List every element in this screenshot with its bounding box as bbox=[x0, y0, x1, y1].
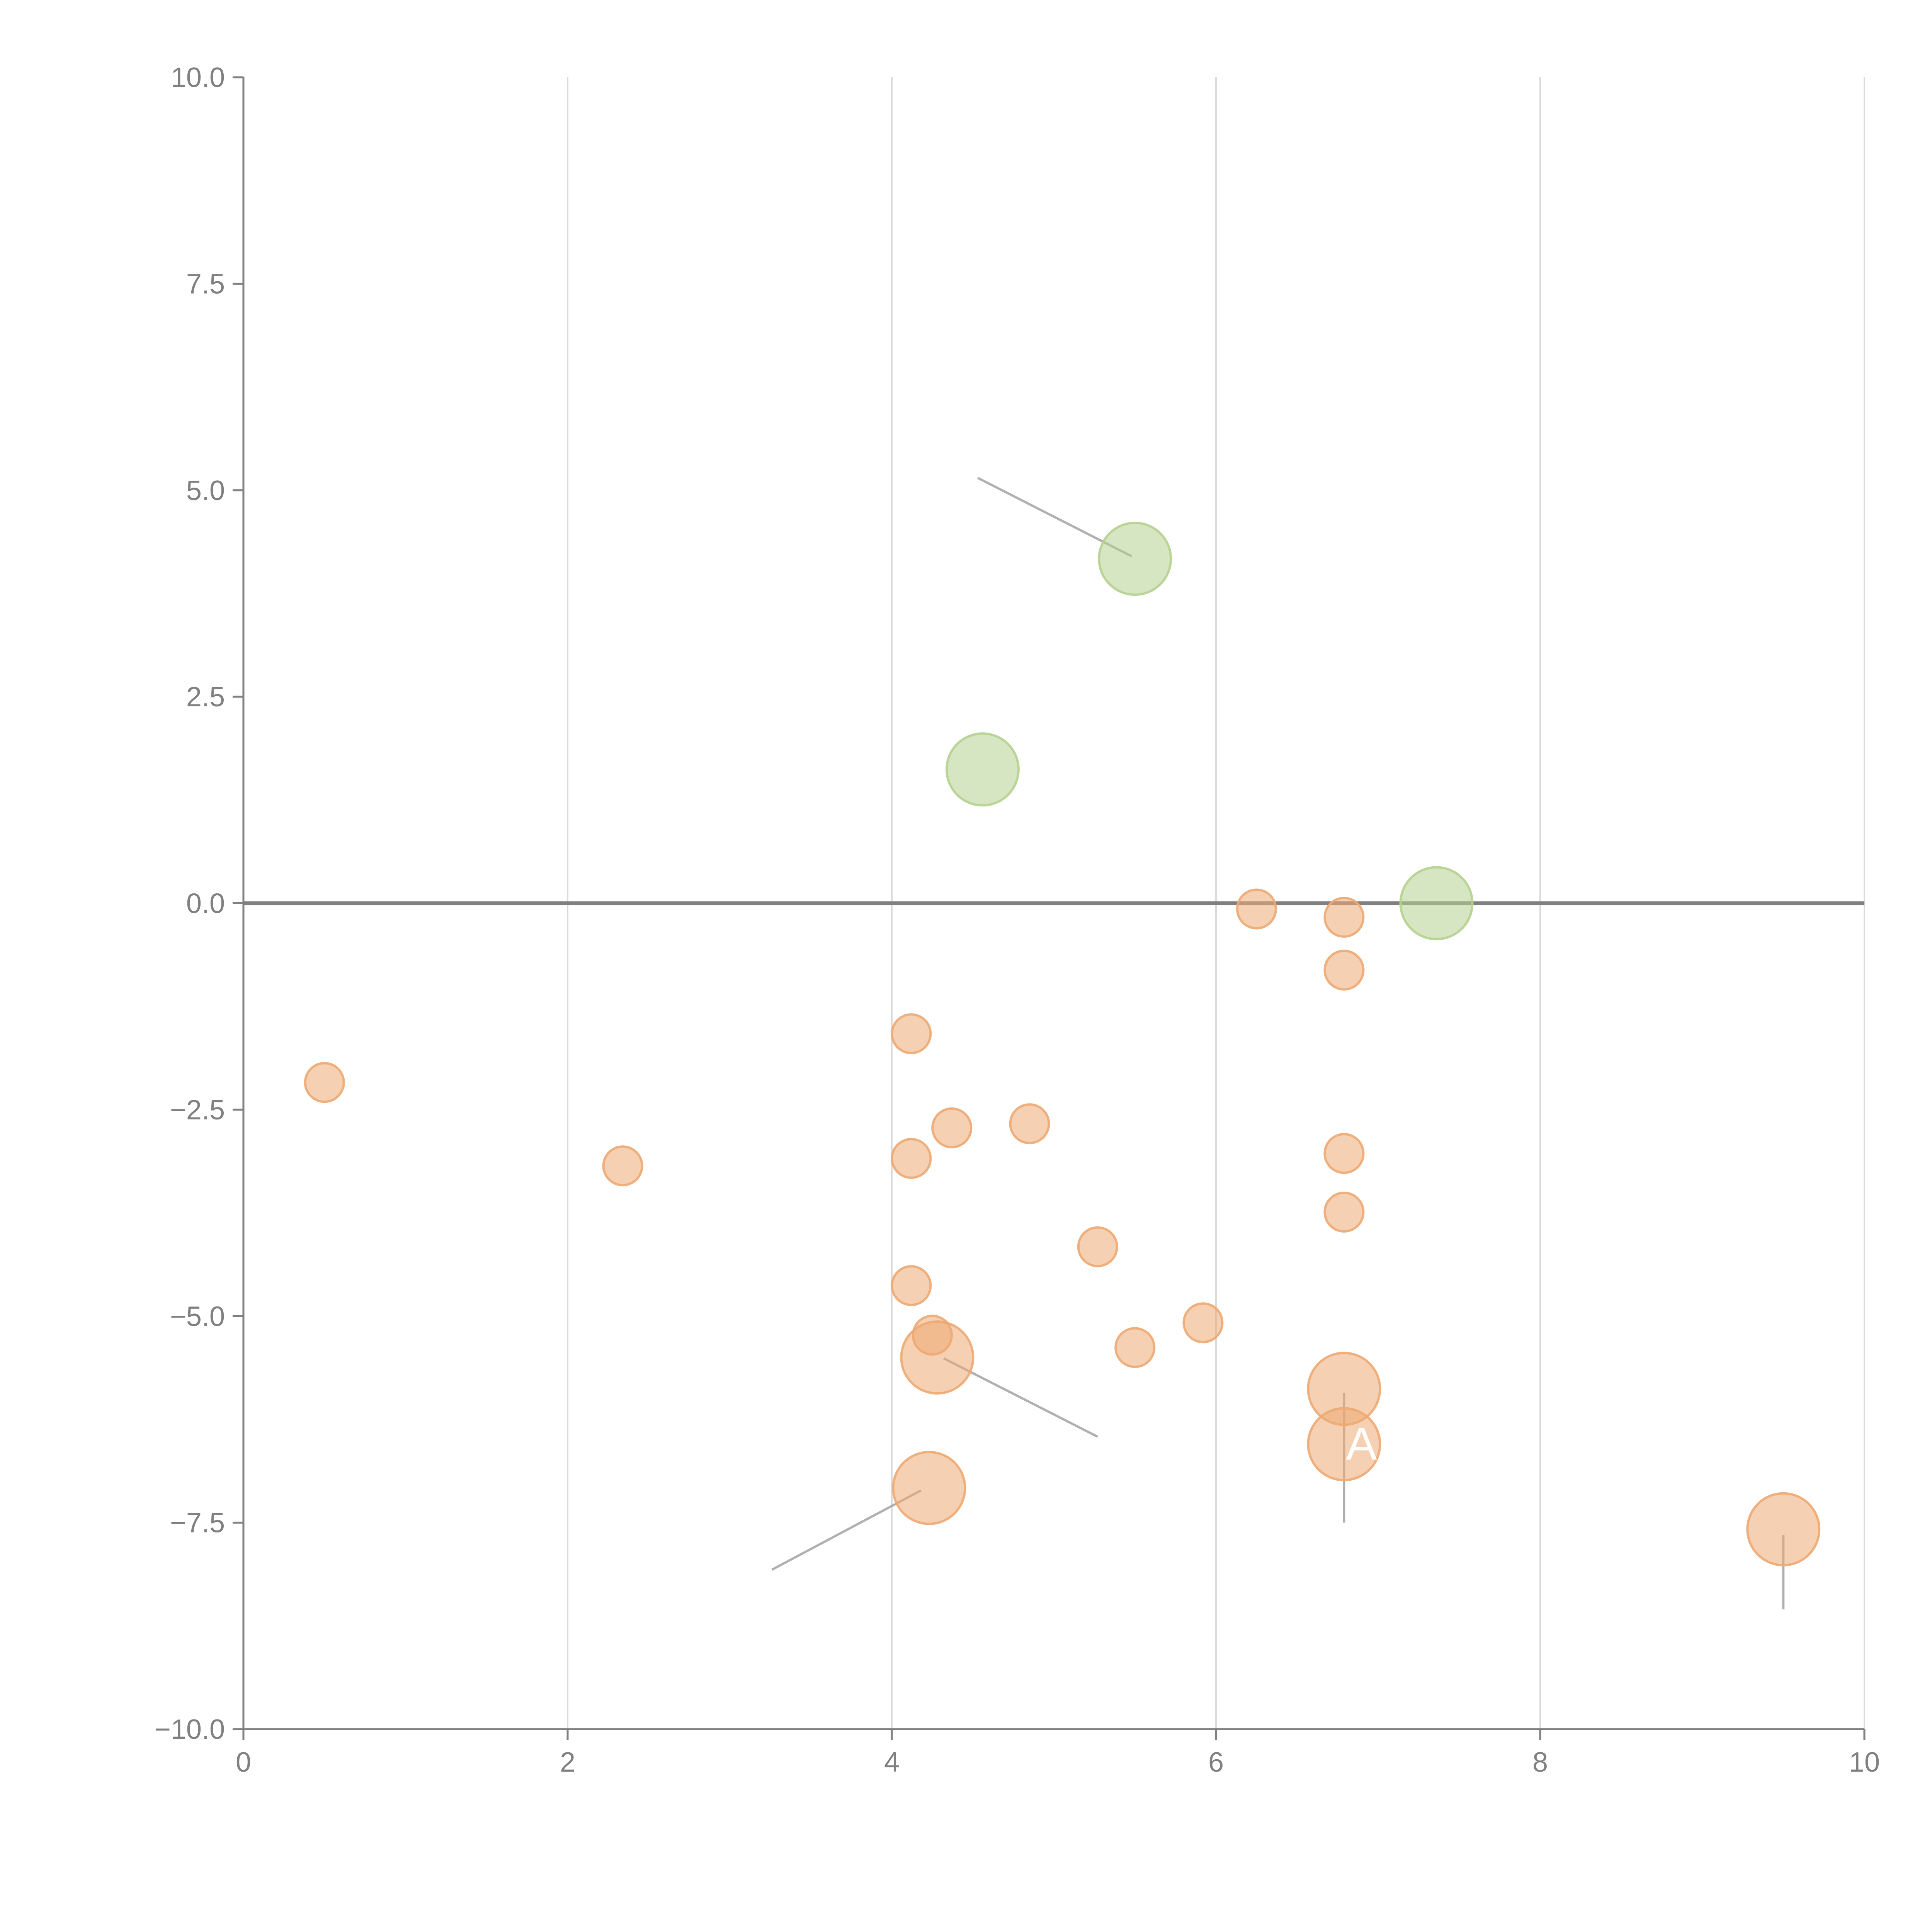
y-tick-label: −7.5 bbox=[170, 1508, 225, 1539]
y-tick-label: 2.5 bbox=[186, 682, 225, 713]
point-positive-1 bbox=[945, 732, 1020, 807]
y-tick-label: −2.5 bbox=[170, 1095, 225, 1126]
y-tick-label: 10.0 bbox=[171, 62, 225, 93]
point-negative-9 bbox=[1323, 1133, 1365, 1174]
point-negative-11 bbox=[1077, 1226, 1118, 1267]
x-tick-label: 8 bbox=[1532, 1747, 1548, 1778]
point-negative-7 bbox=[931, 1107, 973, 1148]
point-negative-8 bbox=[1009, 1103, 1050, 1145]
point-negative-19 bbox=[892, 1451, 966, 1525]
data-points bbox=[304, 522, 1821, 1566]
tick-labels: 0 2 4 6 8 10 10.0 7.5 5.0 2.5 0.0 −2.5 −5.0 −7.5 −10.0 bbox=[155, 62, 1880, 1778]
point-negative-18 bbox=[1307, 1407, 1381, 1481]
point-negative-14 bbox=[1114, 1327, 1156, 1368]
point-negative-20 bbox=[1746, 1492, 1821, 1566]
point-negative-16 bbox=[900, 1320, 975, 1395]
point-negative-6 bbox=[891, 1138, 932, 1179]
point-negative-0 bbox=[1236, 888, 1277, 930]
point-negative-15 bbox=[1182, 1302, 1224, 1344]
point-negative-12 bbox=[891, 1265, 932, 1306]
point-labels: A bbox=[1346, 1418, 1377, 1470]
y-tick-label: −10.0 bbox=[155, 1714, 225, 1745]
point-negative-3 bbox=[304, 1062, 345, 1103]
point-negative-1 bbox=[1323, 896, 1365, 938]
y-tick-label: 7.5 bbox=[186, 269, 225, 299]
y-tick-label: 0.0 bbox=[186, 888, 225, 919]
x-tick-label: 0 bbox=[236, 1747, 251, 1778]
y-tick-label: 5.0 bbox=[186, 475, 225, 506]
point-positive-2 bbox=[1399, 866, 1474, 940]
point-label: A bbox=[1346, 1418, 1377, 1470]
point-positive-0 bbox=[1098, 522, 1172, 596]
x-tick-label: 10 bbox=[1849, 1747, 1880, 1778]
x-tick-label: 2 bbox=[560, 1747, 575, 1778]
point-negative-2 bbox=[1323, 949, 1365, 991]
axes bbox=[242, 77, 1864, 1730]
point-negative-4 bbox=[891, 1013, 932, 1054]
x-tick-label: 4 bbox=[884, 1747, 900, 1778]
point-negative-5 bbox=[602, 1145, 643, 1187]
point-negative-10 bbox=[1323, 1191, 1365, 1233]
x-tick-label: 6 bbox=[1208, 1747, 1224, 1778]
y-tick-label: −5.0 bbox=[170, 1301, 225, 1332]
